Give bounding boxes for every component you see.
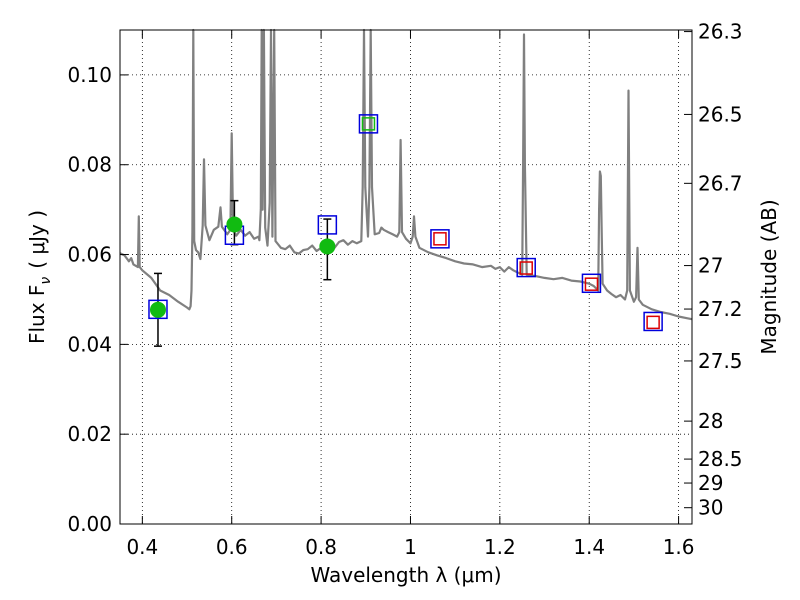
y-axis-label-main: Flux F bbox=[25, 285, 49, 344]
x-tick-label: 1 bbox=[404, 535, 417, 559]
model-band-marker-red bbox=[584, 277, 599, 291]
model-band-marker-blue bbox=[317, 215, 338, 235]
x-tick-label: 0.4 bbox=[126, 535, 158, 559]
y2-tick-label: 30 bbox=[698, 496, 723, 520]
model-band-marker-red bbox=[519, 261, 533, 275]
model-band-marker-blue bbox=[148, 299, 168, 320]
observed-flux-point bbox=[226, 216, 243, 233]
model-band-marker-blue bbox=[358, 114, 379, 134]
y-axis-label-subscript: ν bbox=[38, 277, 54, 285]
y-tick-label: 0.00 bbox=[67, 512, 112, 536]
model-band-marker-blue bbox=[643, 311, 663, 332]
y-tick-label: 0.10 bbox=[67, 63, 112, 87]
markers bbox=[148, 114, 663, 332]
x-tick-label: 1.4 bbox=[573, 535, 605, 559]
observed-flux-point bbox=[319, 238, 336, 255]
y2-tick-label: 27.2 bbox=[698, 297, 743, 321]
y2-tick-label: 27 bbox=[698, 254, 723, 278]
model-band-marker-red bbox=[433, 232, 447, 246]
y-tick-label: 0.06 bbox=[67, 243, 112, 267]
x-axis-label: Wavelength λ (μm) bbox=[310, 563, 501, 587]
y2-tick-label: 26.3 bbox=[698, 20, 743, 44]
y2-tick-label: 28 bbox=[698, 409, 723, 433]
y2-tick-label: 26.7 bbox=[698, 171, 743, 195]
y2-tick-label: 26.5 bbox=[698, 102, 743, 126]
y2-tick-label: 27.5 bbox=[698, 349, 743, 373]
observed-flux-point bbox=[149, 301, 166, 318]
x-tick-label: 0.8 bbox=[305, 535, 337, 559]
y2-tick-label: 28.5 bbox=[698, 447, 743, 471]
y-tick-label: 0.04 bbox=[67, 332, 112, 356]
axis-ticks bbox=[120, 30, 692, 525]
model-band-marker-blue bbox=[581, 273, 602, 294]
x-tick-label: 1.6 bbox=[663, 535, 695, 559]
x-tick-labels: 0.4 0.6 0.8 1 1.2 1.4 1.6 bbox=[126, 535, 694, 559]
y2-axis-label: Magnitude (AB) bbox=[757, 199, 781, 354]
y2-tick-label: 29 bbox=[698, 471, 723, 495]
y-tick-labels: 0.00 0.02 0.04 0.06 0.08 0.10 bbox=[67, 63, 112, 536]
model-band-marker-red bbox=[646, 315, 660, 330]
x-tick-label: 1.2 bbox=[484, 535, 516, 559]
y-tick-label: 0.08 bbox=[67, 153, 112, 177]
model-band-marker-blue bbox=[430, 229, 450, 249]
model-band-marker-green bbox=[361, 117, 376, 131]
model-band-marker-blue bbox=[516, 257, 536, 278]
y-axis-label-unit: ( μJy ) bbox=[25, 210, 49, 269]
y-axis-label: Flux Fν ( μJy ) bbox=[25, 210, 54, 344]
y-tick-label: 0.02 bbox=[67, 422, 112, 446]
plot-frame bbox=[119, 29, 693, 525]
x-tick-label: 0.6 bbox=[216, 535, 248, 559]
